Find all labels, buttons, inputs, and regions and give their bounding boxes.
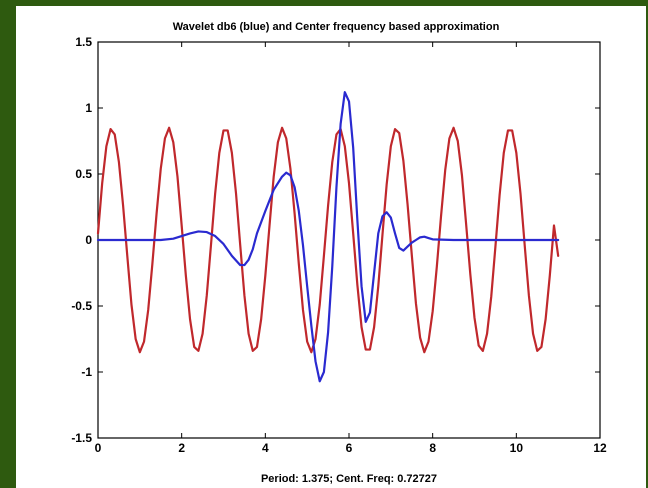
y-tick-label: 1 [85, 101, 92, 115]
chart: Wavelet db6 (blue) and Center frequency … [71, 21, 607, 485]
y-tick-label: -1 [81, 365, 92, 379]
y-tick-label: 0.5 [75, 167, 92, 181]
x-tick-label: 10 [510, 441, 524, 455]
series-line-red-approximation [96, 126, 560, 354]
y-tick-label: 1.5 [75, 35, 92, 49]
x-tick-label: 0 [95, 441, 102, 455]
x-tick-label: 4 [262, 441, 269, 455]
plot-area: 0 2 4 6 8 10 12 1.5 1 0.5 0 -0.5 -1 -1.5 [71, 35, 607, 455]
y-tick-label: 0 [85, 233, 92, 247]
x-tick-label: 2 [178, 441, 185, 455]
x-axis-label: Period: 1.375; Cent. Freq: 0.72727 [261, 473, 437, 485]
chart-title: Wavelet db6 (blue) and Center frequency … [173, 21, 500, 33]
x-tick-label: 8 [429, 441, 436, 455]
figure-window: Wavelet db6 (blue) and Center frequency … [16, 6, 646, 488]
x-tick-label: 12 [593, 441, 607, 455]
y-tick-label: -0.5 [71, 299, 92, 313]
y-tick-label: -1.5 [71, 431, 92, 445]
x-tick-label: 6 [346, 441, 353, 455]
series-line-blue-wavelet [96, 91, 560, 383]
